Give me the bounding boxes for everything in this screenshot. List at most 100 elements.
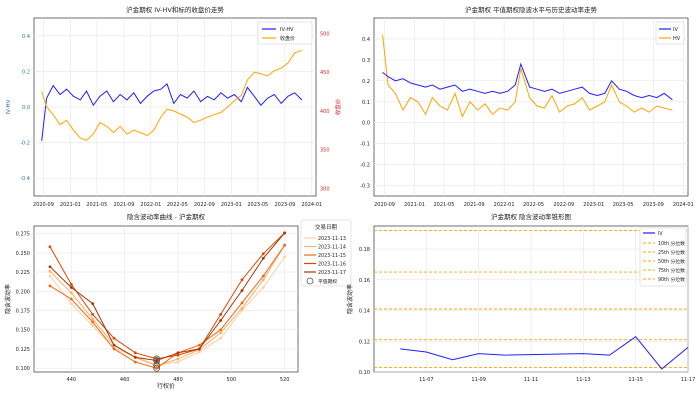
data-point bbox=[197, 343, 201, 347]
y-tick-label-right: 300 bbox=[320, 186, 330, 192]
y-tick-label-right: 350 bbox=[320, 148, 330, 154]
y-tick-label: 0.100 bbox=[16, 366, 30, 372]
x-tick-label: 2022-01 bbox=[140, 202, 161, 208]
data-point bbox=[48, 265, 52, 269]
legend-label: 2023-11-14 bbox=[318, 244, 346, 250]
legend: IV 10th 分位数 25th 分位数 50th 分位数 75th 分位数 90th 分… bbox=[639, 227, 687, 287]
y-tick-label: 0.250 bbox=[16, 251, 30, 257]
data-point bbox=[219, 328, 223, 332]
legend-label: 2023-11-17 bbox=[318, 270, 346, 276]
y-tick-label-left: -0.2 bbox=[20, 141, 30, 147]
data-point bbox=[48, 245, 52, 249]
data-point bbox=[133, 351, 137, 355]
x-tick-label: 11-07 bbox=[419, 377, 434, 383]
series-line bbox=[41, 83, 303, 141]
data-point bbox=[112, 336, 116, 340]
x-tick-label: 2023-09 bbox=[274, 202, 295, 208]
y-tick-label: 0.3 bbox=[362, 58, 370, 64]
legend-label: HV bbox=[673, 36, 681, 42]
legend-label: 75th 分位数 bbox=[658, 267, 685, 274]
x-tick-label: 2022-01 bbox=[494, 202, 515, 208]
atm-marker bbox=[153, 357, 161, 364]
y-tick-label: 0.150 bbox=[16, 328, 30, 334]
y-tick-label-right: 450 bbox=[320, 70, 330, 76]
data-point bbox=[91, 317, 95, 321]
y-axis-label: 隐含波动率 bbox=[4, 284, 12, 314]
data-point bbox=[48, 274, 52, 278]
x-tick-label: 2021-09 bbox=[464, 202, 485, 208]
data-point bbox=[219, 331, 223, 335]
data-point bbox=[240, 278, 244, 282]
x-tick-label: 500 bbox=[227, 377, 237, 383]
x-tick-label: 2022-09 bbox=[553, 202, 574, 208]
legend: IV-HV 收盘价 bbox=[257, 21, 313, 45]
y-tick-label: 0.1 bbox=[362, 100, 370, 106]
x-tick-label: 2022-05 bbox=[523, 202, 544, 208]
x-axis-label: 行权价 bbox=[157, 382, 175, 390]
x-tick-label: 2021-05 bbox=[434, 202, 455, 208]
data-point bbox=[155, 366, 159, 370]
y-axis-label-left: IV-HV bbox=[6, 99, 12, 114]
data-point bbox=[69, 286, 73, 289]
y-tick-label: 0.225 bbox=[16, 270, 30, 276]
legend-label: IV bbox=[673, 27, 678, 33]
x-tick-label: 2021-09 bbox=[114, 202, 135, 208]
y-tick-label: -0.2 bbox=[360, 163, 370, 169]
legend-label: 90th 分位数 bbox=[658, 276, 685, 283]
data-point bbox=[219, 336, 223, 340]
legend-label: 50th 分位数 bbox=[658, 258, 685, 265]
chart-title: 隐含波动率曲线 - 沪金期权 bbox=[127, 212, 205, 221]
data-point bbox=[176, 357, 180, 361]
data-point bbox=[219, 312, 223, 316]
x-tick-label: 2023-01 bbox=[221, 202, 242, 208]
y-tick-label: 0.18 bbox=[359, 247, 370, 253]
x-tick-label: 460 bbox=[120, 377, 130, 383]
x-tick-label: 11-15 bbox=[628, 377, 643, 383]
x-tick-label: 11-17 bbox=[681, 377, 696, 383]
legend-label: IV bbox=[658, 231, 663, 237]
data-point bbox=[48, 284, 52, 288]
data-point bbox=[261, 286, 265, 289]
legend-atm-swatch bbox=[306, 277, 314, 285]
data-point bbox=[69, 302, 73, 306]
y-tick-label-left: -0.4 bbox=[20, 176, 30, 182]
data-point bbox=[69, 291, 73, 295]
data-point bbox=[91, 320, 95, 324]
y-tick-label: 0.10 bbox=[359, 370, 370, 376]
data-point bbox=[112, 343, 116, 347]
y-tick-label: 0.2 bbox=[362, 79, 370, 85]
y-tick-label: -0.1 bbox=[360, 142, 370, 148]
data-point bbox=[155, 359, 159, 362]
y-axis-label: 隐含波动率 bbox=[346, 284, 354, 314]
data-point bbox=[197, 350, 201, 354]
data-point bbox=[283, 255, 287, 259]
x-tick-label: 440 bbox=[67, 377, 77, 383]
y-tick-label: 0.14 bbox=[359, 309, 370, 315]
x-tick-label: 2020-09 bbox=[374, 202, 395, 208]
x-tick-label: 2022-05 bbox=[167, 202, 188, 208]
data-point bbox=[283, 243, 287, 247]
data-point bbox=[261, 278, 265, 282]
legend-box bbox=[639, 227, 687, 287]
x-tick-label: 2023-05 bbox=[613, 202, 634, 208]
data-point bbox=[261, 274, 265, 278]
legend: 交易日期 2023-11-13 2023-11-14 2023-11-15 2023-1… bbox=[300, 219, 352, 287]
x-tick-label: 11-11 bbox=[524, 377, 539, 383]
data-point bbox=[240, 301, 244, 305]
legend-box bbox=[300, 219, 352, 287]
y-tick-label: 0.16 bbox=[359, 278, 370, 284]
x-tick-label: 2021-01 bbox=[60, 202, 81, 208]
y-tick-label: 0.4 bbox=[362, 37, 370, 43]
series-line bbox=[49, 232, 286, 360]
legend: IV HV bbox=[655, 21, 685, 45]
series-line bbox=[382, 34, 673, 118]
data-point bbox=[261, 252, 265, 256]
x-tick-label: 2023-09 bbox=[643, 202, 664, 208]
data-point bbox=[197, 347, 201, 351]
x-tick-label: 520 bbox=[280, 377, 290, 383]
data-point bbox=[240, 309, 244, 312]
y-tick-label: 0.0 bbox=[362, 121, 370, 127]
legend-label: 2023-11-16 bbox=[318, 261, 346, 267]
data-point bbox=[176, 353, 180, 357]
